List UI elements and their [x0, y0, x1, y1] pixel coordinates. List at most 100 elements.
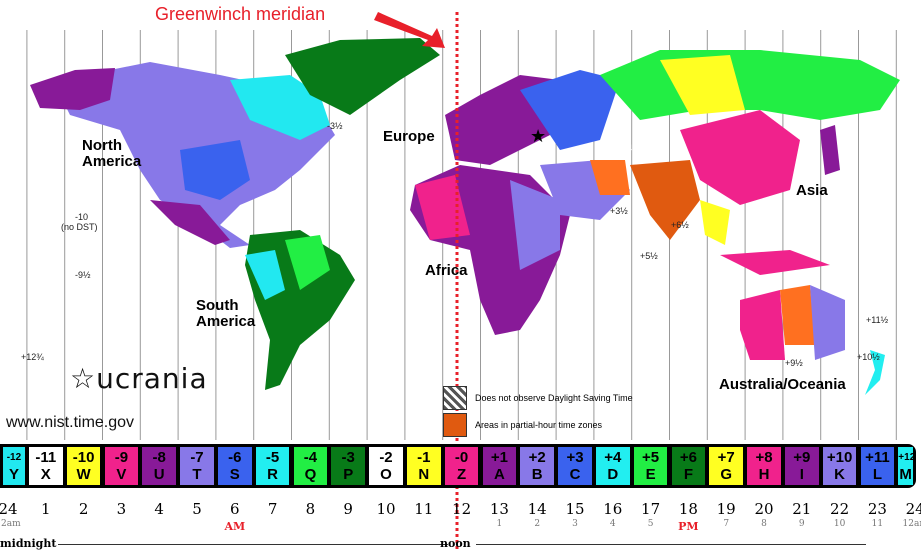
mexico-shape — [150, 200, 230, 245]
australia-central-shape — [780, 285, 815, 345]
time-zone-bar: -12 Y -11 X -10 W -9 V -8 U -7 T -6 S -5 R -4 Q -3 P -2 O -1 N -… — [0, 444, 916, 488]
hour-label: 24 — [905, 500, 921, 518]
hatched-swatch — [443, 386, 467, 410]
australia-east-shape — [810, 285, 845, 360]
hour-label: 19 — [716, 500, 736, 518]
zone-Y: -12 Y — [3, 447, 25, 485]
hour-sub-label: 12am — [902, 519, 921, 529]
label-south-america: South America — [196, 297, 256, 330]
pm-label: PM — [678, 520, 699, 533]
offset-label: +3½ — [610, 206, 628, 216]
midnight-right-label: midnight — [476, 537, 921, 550]
midnight-left-label: midnight — [0, 537, 449, 550]
south-america-green-shape — [285, 235, 330, 290]
hour-sub-label: 1 — [496, 519, 503, 529]
hour-label: 1 — [41, 500, 51, 518]
hour-label: 16 — [603, 500, 623, 518]
hour-sub-label: 3 — [572, 519, 578, 529]
australia-west-shape — [740, 290, 785, 360]
hour-label: 20 — [754, 500, 774, 518]
india-shape — [630, 160, 700, 240]
hour-label: 18 — [678, 500, 698, 518]
noon-label: noon — [440, 537, 471, 550]
hour-sub-label: 9 — [798, 519, 805, 529]
new-zealand-shape — [865, 350, 885, 395]
offset-label: -9½ — [75, 270, 91, 280]
hour-label: 4 — [154, 500, 164, 518]
zone-S: -6 S — [217, 447, 252, 485]
south-america-west-shape — [245, 250, 285, 300]
zone-P: -3 P — [331, 447, 366, 485]
star-marker: ★ — [530, 126, 546, 146]
zone-Q: -4 Q — [293, 447, 328, 485]
canada-east-shape — [230, 75, 330, 140]
zone-G: +7 G — [709, 447, 744, 485]
offset-label: +5½ — [640, 251, 658, 261]
zone-F: +6 F — [671, 447, 706, 485]
hour-label: 17 — [641, 500, 661, 518]
zone-O: -2 O — [369, 447, 403, 485]
label-asia: Asia — [796, 182, 828, 199]
offset-label: -3½ — [327, 121, 343, 131]
zone-D: +4 D — [595, 447, 630, 485]
indonesia-shape — [720, 250, 830, 275]
offset-label: +4½ — [622, 143, 640, 153]
zone-A: +1 A — [482, 447, 517, 485]
europe-east-shape — [520, 70, 620, 150]
hour-label: 3 — [116, 500, 127, 518]
zone-H: +8 H — [747, 447, 781, 485]
alaska-shape — [30, 68, 115, 110]
africa-east-shape — [510, 180, 560, 270]
zone-U: -8 U — [142, 447, 177, 485]
zone-R: -5 R — [255, 447, 290, 485]
hour-label: 2 — [78, 500, 89, 518]
hour-label: 22 — [830, 500, 850, 518]
offset-label: (no DST) — [61, 222, 98, 232]
hour-sub-label: 10 — [833, 519, 846, 529]
hour-label: 7 — [267, 500, 278, 518]
hour-label: 24 — [0, 500, 18, 518]
offset-label: +6½ — [671, 220, 689, 230]
hour-label: 6 — [230, 500, 240, 518]
zone-I: +9 I — [784, 447, 819, 485]
label-oceania: Australia/Oceania — [719, 376, 846, 393]
hour-label: 11 — [414, 500, 434, 518]
china-shape — [680, 110, 800, 205]
orange-swatch — [443, 413, 467, 437]
offset-label: +12¾ — [21, 352, 44, 362]
label-north-america: North America — [82, 137, 142, 170]
hour-sub-label: 4 — [609, 519, 616, 529]
hour-label: 14 — [527, 500, 547, 518]
zone-V: -9 V — [104, 447, 139, 485]
handwritten-annotation: ☆ucrania — [70, 362, 208, 395]
hour-label: 5 — [192, 500, 202, 518]
zone-T: -7 T — [180, 447, 214, 485]
legend-item-partial-hour: Areas in partial-hour time zones — [443, 413, 602, 437]
zone-X: -11 X — [28, 447, 63, 485]
offset-label: -10 — [75, 212, 89, 222]
credit-text: www.nist.time.gov — [6, 414, 135, 431]
hour-label: 13 — [489, 500, 509, 518]
red-arrow — [374, 12, 445, 48]
hour-label: 9 — [343, 500, 353, 518]
zone-L: +11 L — [860, 447, 895, 485]
offset-label: +11½ — [866, 315, 889, 325]
offset-label: +10½ — [857, 352, 880, 362]
zone-N: -1 N — [406, 447, 441, 485]
zone-W: -10 W — [66, 447, 101, 485]
offset-label: +9½ — [785, 358, 803, 368]
greenland-shape — [285, 38, 440, 115]
zone-K: +10 K — [822, 447, 857, 485]
hour-sub-label: 11 — [871, 519, 884, 529]
hour-label: 8 — [305, 500, 316, 518]
russia-shape — [600, 50, 900, 120]
hour-label: 21 — [792, 500, 812, 518]
asia-yellow-shape — [660, 55, 745, 115]
legend-label: Areas in partial-hour time zones — [475, 420, 603, 430]
zone-M: +12 M — [898, 447, 915, 485]
zone-E: +5 E — [633, 447, 668, 485]
legend-label: Does not observe Daylight Saving Time — [475, 393, 633, 403]
zone-C: +3 C — [558, 447, 592, 485]
